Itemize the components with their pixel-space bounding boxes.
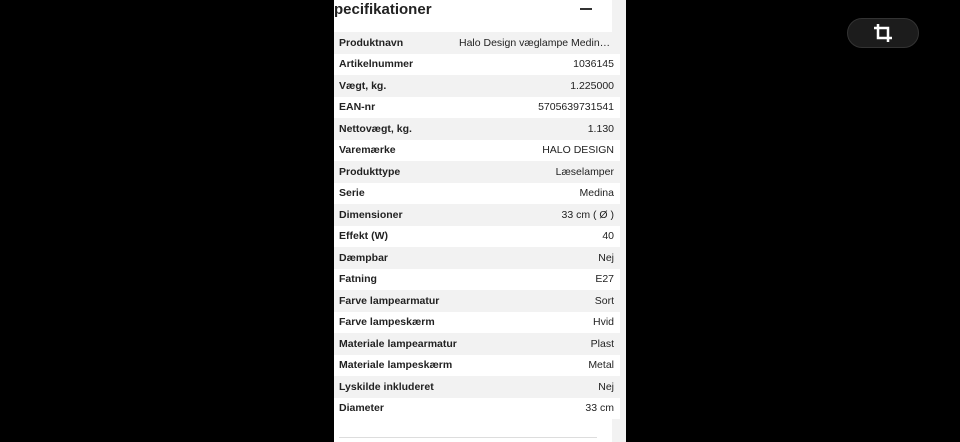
- spec-value: Hvid: [592, 316, 614, 329]
- spec-row: Produktnavn Halo Design væglampe Medina …: [334, 32, 620, 54]
- spec-row: Dæmpbar Nej: [334, 247, 620, 269]
- spec-key: Fatning: [339, 273, 377, 286]
- spec-row: Varemærke HALO DESIGN: [334, 139, 620, 161]
- spec-key: Nettovægt, kg.: [339, 122, 412, 135]
- spec-key: Varemærke: [339, 144, 396, 157]
- spec-key: Vægt, kg.: [339, 79, 387, 92]
- spec-row: Materiale lampearmatur Plast: [334, 333, 620, 355]
- spec-key: Effekt (W): [339, 230, 388, 243]
- spec-value: Medina: [579, 187, 614, 200]
- spec-key: Artikelnummer: [339, 58, 414, 71]
- spec-value: 1.225000: [570, 79, 614, 92]
- spec-row: Lyskilde inkluderet Nej: [334, 376, 620, 398]
- spec-row: Diameter 33 cm: [334, 397, 620, 419]
- spec-value: Nej: [598, 251, 614, 264]
- spec-value: 40: [602, 230, 614, 243]
- product-page: pecifikationer Produktnavn Halo Design væ…: [334, 0, 626, 442]
- spec-key: Dæmpbar: [339, 251, 389, 264]
- spec-row: Farve lampearmatur Sort: [334, 290, 620, 312]
- spec-row: Materiale lampeskærm Metal: [334, 354, 620, 376]
- spec-value: Sort: [594, 294, 614, 307]
- spec-value: Metal: [588, 359, 614, 372]
- spec-value: 5705639731541: [538, 101, 614, 114]
- crop-icon: [874, 24, 892, 42]
- crop-button[interactable]: [847, 18, 919, 48]
- spec-value: 1036145: [573, 58, 614, 71]
- spec-value: Nej: [598, 380, 614, 393]
- divider: [339, 437, 597, 438]
- spec-row: EAN-nr 5705639731541: [334, 96, 620, 118]
- spec-key: Produkttype: [339, 165, 401, 178]
- spec-key: Farve lampearmatur: [339, 294, 440, 307]
- spec-key: Serie: [339, 187, 365, 200]
- spec-key: Materiale lampearmatur: [339, 337, 457, 350]
- spec-key: Lyskilde inkluderet: [339, 380, 434, 393]
- spec-key: Dimensioner: [339, 208, 403, 221]
- spec-key: Farve lampeskærm: [339, 316, 435, 329]
- spec-table: Produktnavn Halo Design væglampe Medina ……: [334, 32, 620, 419]
- spec-value: 33 cm: [585, 402, 614, 415]
- spec-value: Halo Design væglampe Medina …: [459, 36, 614, 49]
- spec-value: 1.130: [587, 122, 614, 135]
- spec-key: EAN-nr: [339, 101, 376, 114]
- specifications-header[interactable]: pecifikationer: [334, 0, 612, 32]
- spec-row: Artikelnummer 1036145: [334, 53, 620, 75]
- spec-value: HALO DESIGN: [542, 144, 614, 157]
- spec-row: Produkttype Læselamper: [334, 161, 620, 183]
- spec-row: Nettovægt, kg. 1.130: [334, 118, 620, 140]
- spec-row: Effekt (W) 40: [334, 225, 620, 247]
- spec-row: Serie Medina: [334, 182, 620, 204]
- spec-row: Fatning E27: [334, 268, 620, 290]
- spec-key: Produktnavn: [339, 36, 404, 49]
- spec-value: E27: [595, 273, 614, 286]
- specifications-panel: pecifikationer Produktnavn Halo Design væ…: [334, 0, 620, 442]
- spec-value: Plast: [590, 337, 614, 350]
- spec-row: Dimensioner 33 cm ( Ø ): [334, 204, 620, 226]
- spec-row: Vægt, kg. 1.225000: [334, 75, 620, 97]
- section-title: pecifikationer: [334, 1, 432, 18]
- spec-value: Læselamper: [555, 165, 614, 178]
- spec-key: Materiale lampeskærm: [339, 359, 453, 372]
- minus-icon[interactable]: [580, 8, 592, 10]
- spec-key: Diameter: [339, 402, 384, 415]
- spec-value: 33 cm ( Ø ): [561, 208, 614, 221]
- spec-row: Farve lampeskærm Hvid: [334, 311, 620, 333]
